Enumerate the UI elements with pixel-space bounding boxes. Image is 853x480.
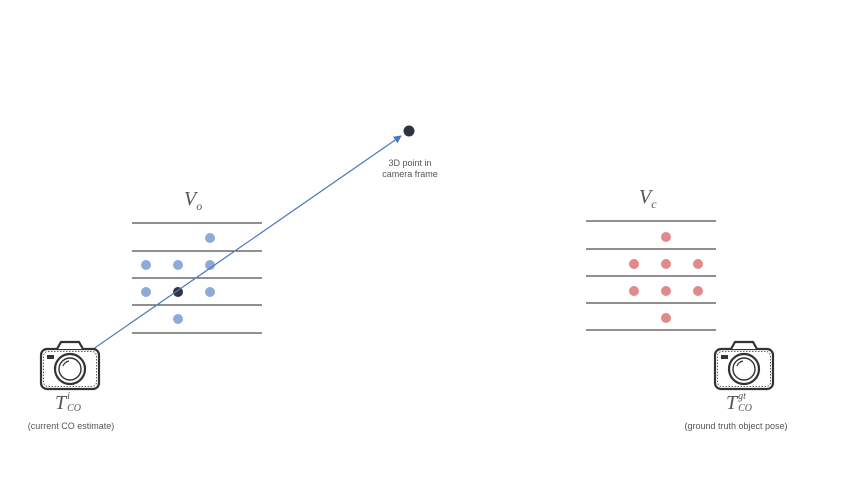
right-grid-label-sub: c — [651, 197, 657, 211]
left-camera-caption: (current CO estimate) — [27, 421, 115, 431]
right-grid-label: Vc — [639, 186, 657, 212]
target-point-caption: 3D point in camera frame — [362, 158, 458, 180]
left-camera-symbol-main: T — [55, 392, 67, 414]
left-camera-symbol-sup: i — [67, 391, 70, 402]
grid-point — [173, 260, 183, 270]
grid-point — [693, 259, 703, 269]
grid-point — [205, 287, 215, 297]
right-camera-icon — [713, 340, 775, 391]
grid-point — [629, 286, 639, 296]
right-camera-symbol-sub: CO — [738, 403, 753, 414]
right-camera-symbol-main: T — [726, 392, 738, 414]
grid-point — [173, 314, 183, 324]
grid-point — [629, 259, 639, 269]
grid-point — [141, 287, 151, 297]
projection-ray — [72, 135, 402, 364]
left-grid-label-main: V — [184, 188, 197, 210]
right-grid — [586, 220, 716, 331]
left-grid — [132, 222, 262, 334]
target-3d-point — [403, 125, 415, 137]
grid-point — [205, 260, 215, 270]
grid-point-highlight — [173, 287, 183, 297]
grid-point — [661, 286, 671, 296]
grid-point — [661, 259, 671, 269]
right-grid-points — [629, 232, 703, 323]
left-grid-points — [141, 233, 215, 324]
left-grid-label-sub: o — [196, 199, 203, 213]
left-grid-label: Vo — [184, 188, 202, 214]
target-point-caption-line1: 3D point in — [388, 158, 432, 168]
target-point-caption-line2: camera frame — [382, 169, 438, 179]
left-camera-symbol-sub: CO — [67, 403, 82, 414]
grid-point — [205, 233, 215, 243]
grid-point — [141, 260, 151, 270]
right-grid-label-main: V — [639, 186, 652, 208]
grid-point — [661, 232, 671, 242]
right-camera-symbol-sup: gt — [738, 391, 746, 402]
grid-point — [693, 286, 703, 296]
left-camera-icon — [39, 340, 101, 391]
right-camera-caption: (ground truth object pose) — [684, 421, 788, 431]
grid-point — [661, 313, 671, 323]
